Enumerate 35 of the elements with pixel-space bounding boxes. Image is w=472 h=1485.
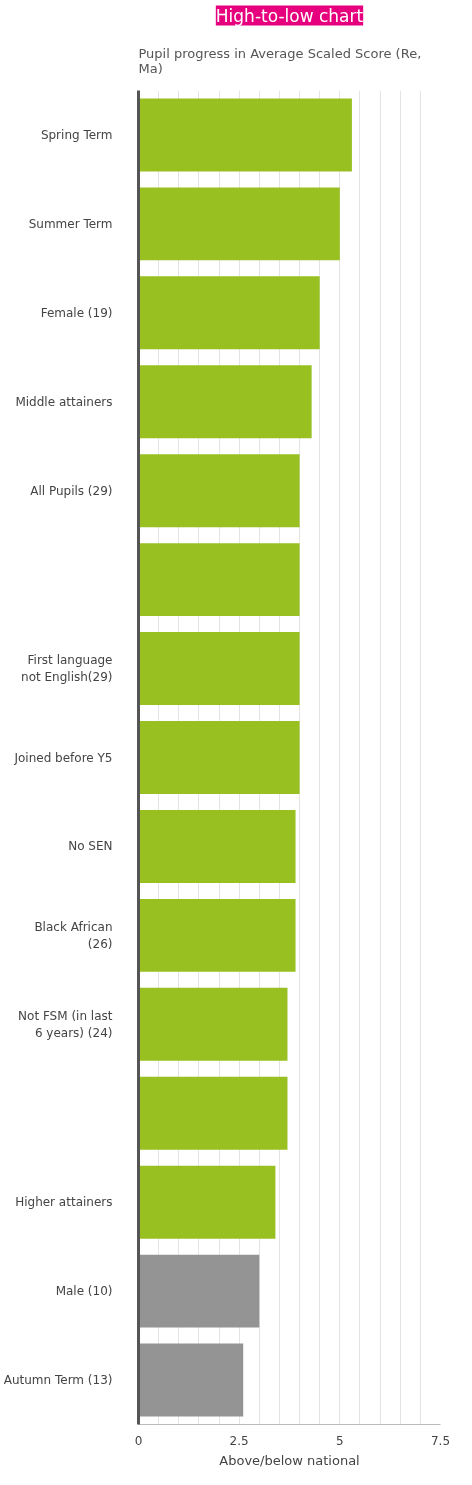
y-tick-label: Black African (26) bbox=[34, 919, 113, 951]
bar bbox=[138, 1165, 276, 1239]
y-tick-label: Not FSM (in last 6 years) (24) bbox=[18, 1008, 113, 1040]
y-tick-label: Autumn Term (13) bbox=[3, 1373, 113, 1388]
x-axis-title: Above/below national bbox=[219, 1452, 360, 1468]
bar bbox=[138, 98, 352, 172]
y-tick-label: Male (10) bbox=[55, 1284, 113, 1299]
x-tick-label: 2.5 bbox=[229, 1433, 249, 1448]
bar bbox=[138, 898, 296, 972]
bar bbox=[138, 721, 300, 794]
y-tick-label: Female (19) bbox=[40, 305, 113, 320]
bar bbox=[138, 454, 300, 528]
y-tick-label: Summer Term bbox=[28, 216, 113, 231]
bar bbox=[138, 632, 300, 706]
bar bbox=[138, 276, 320, 350]
bar bbox=[138, 987, 288, 1061]
bar bbox=[138, 809, 296, 883]
chart-subtitle: Pupil progress in Average Scaled Score (Re, Ma) bbox=[138, 45, 422, 76]
y-tick-label: No SEN bbox=[68, 839, 113, 854]
x-tick-label: 7.5 bbox=[430, 1433, 451, 1448]
y-tick-label: Middle attainers bbox=[15, 394, 113, 409]
bar bbox=[138, 187, 340, 261]
bar bbox=[138, 1254, 260, 1328]
x-tick-label: 5 bbox=[336, 1433, 344, 1448]
bar bbox=[138, 1343, 244, 1417]
x-tick-label: 0 bbox=[134, 1433, 143, 1448]
bar bbox=[138, 1076, 288, 1150]
y-tick-label: All Pupils (29) bbox=[30, 483, 113, 498]
bar bbox=[138, 365, 312, 439]
bar bbox=[138, 543, 300, 617]
y-tick-label: Joined before Y5 bbox=[13, 750, 113, 765]
y-tick-label: Higher attainers bbox=[15, 1195, 113, 1210]
y-tick-label: Spring Term bbox=[40, 127, 113, 142]
y-tick-label: First language not English(29) bbox=[21, 653, 113, 684]
chart-title: High-to-low chart bbox=[215, 5, 364, 26]
